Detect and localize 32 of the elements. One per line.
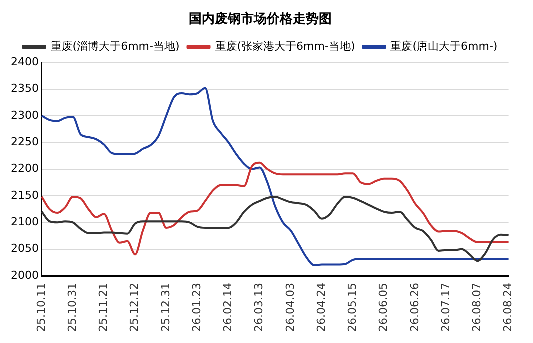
x-tick-label: 25.10.11 [34, 283, 48, 332]
y-tick-label: 2200 [10, 162, 39, 176]
legend-label: 重废(张家港大于6mm-当地) [215, 40, 356, 53]
x-tick-label: 26.02.14 [222, 283, 235, 332]
x-tick-label: 25.12.31 [159, 283, 172, 332]
x-tick-label: 25.11.21 [97, 283, 110, 332]
x-tick-label: 26.04.24 [314, 283, 328, 332]
x-tick-label: 26.08.07 [470, 283, 484, 332]
x-tick-label: 25.12.12 [128, 283, 142, 332]
x-tick-label: 26.03.13 [252, 283, 266, 332]
line-series [40, 196, 510, 262]
line-series [40, 162, 510, 256]
line-series [40, 87, 510, 266]
y-tick-label: 2350 [10, 82, 39, 96]
y-tick-label: 2150 [10, 188, 39, 202]
y-tick-label: 2400 [10, 55, 39, 68]
x-tick-label: 26.05.15 [346, 283, 360, 332]
x-tick-label: 26.06.05 [377, 283, 390, 332]
y-tick-label: 2250 [10, 135, 39, 148]
chart-title: 国内废钢市场价格走势图 [189, 11, 332, 28]
legend-label: 重废(淄博大于6mm-当地) [50, 40, 180, 53]
x-tick-label: 26.08.24 [502, 283, 515, 332]
x-tick-label: 25.10.31 [66, 283, 79, 332]
x-tick-label: 26.01.23 [190, 283, 204, 332]
x-tick-label: 26.06.26 [408, 283, 422, 332]
y-tick-label: 2000 [10, 268, 39, 282]
x-tick-label: 26.04.03 [284, 283, 297, 332]
x-tick-label: 26.07.17 [439, 283, 452, 332]
y-tick-label: 2050 [10, 242, 39, 256]
legend-label: 重废(唐山大于6mm-) [390, 40, 498, 53]
y-tick-label: 2100 [10, 216, 39, 229]
y-tick-label: 2300 [10, 108, 39, 122]
